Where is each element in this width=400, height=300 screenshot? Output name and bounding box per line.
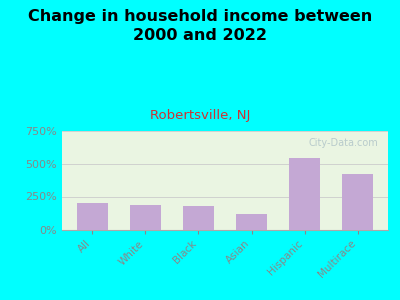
Bar <box>77 203 108 230</box>
Bar <box>236 214 267 230</box>
Bar <box>183 206 214 230</box>
Bar <box>289 158 320 230</box>
Bar <box>130 205 161 230</box>
Text: Robertsville, NJ: Robertsville, NJ <box>150 110 250 122</box>
Bar <box>342 174 373 230</box>
Text: Change in household income between
2000 and 2022: Change in household income between 2000 … <box>28 9 372 43</box>
Text: City-Data.com: City-Data.com <box>308 138 378 148</box>
